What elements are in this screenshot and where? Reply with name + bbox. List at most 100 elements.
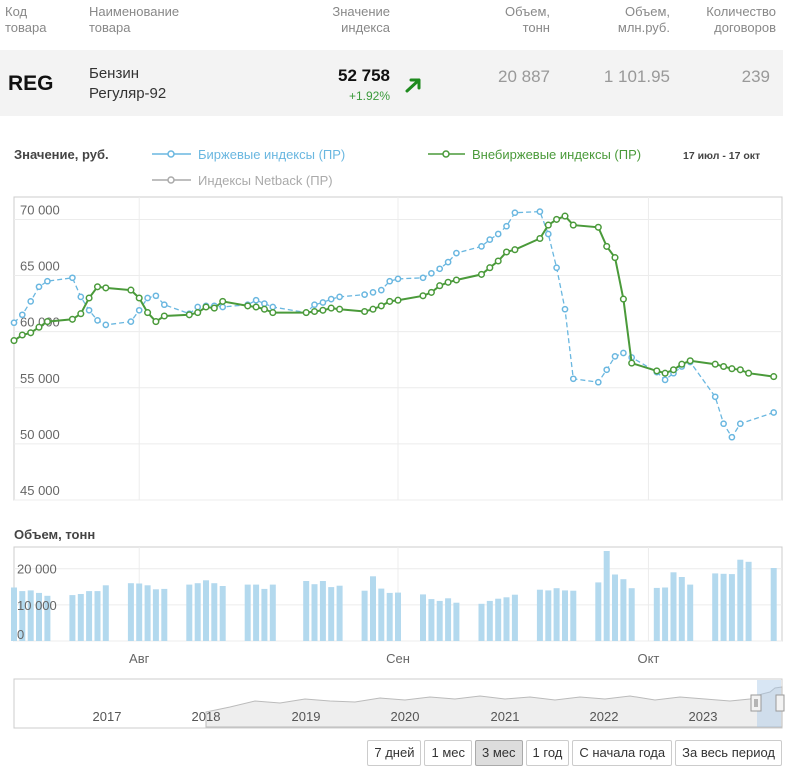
series-0-point[interactable] <box>152 292 160 300</box>
series-1-point[interactable] <box>494 257 502 265</box>
series-1-point[interactable] <box>427 288 435 296</box>
series-0-point[interactable] <box>770 409 778 416</box>
volume-bar[interactable] <box>328 587 335 641</box>
volume-bar[interactable] <box>562 590 568 641</box>
series-0-point[interactable] <box>219 303 227 311</box>
series-0-point[interactable] <box>620 349 627 357</box>
volume-bar[interactable] <box>44 595 51 641</box>
volume-bar[interactable] <box>670 572 677 641</box>
series-0-point[interactable] <box>386 277 394 285</box>
series-1-point[interactable] <box>152 318 160 326</box>
series-0-point[interactable] <box>661 376 669 384</box>
volume-bar[interactable] <box>152 589 159 641</box>
series-0-point[interactable] <box>269 303 277 311</box>
volume-bar[interactable] <box>11 587 17 642</box>
volume-bar[interactable] <box>612 574 618 642</box>
series-1-point[interactable] <box>728 365 736 373</box>
series-1-point[interactable] <box>27 329 35 337</box>
series-1-point[interactable] <box>736 366 744 374</box>
series-0-point[interactable] <box>394 275 402 283</box>
volume-bar[interactable] <box>745 561 752 641</box>
series-1-point[interactable] <box>336 305 344 313</box>
series-1-point[interactable] <box>127 286 135 294</box>
series-1-point[interactable] <box>511 246 519 254</box>
series-0-point[interactable] <box>720 420 727 428</box>
series-1-point[interactable] <box>93 283 102 291</box>
series-1-point[interactable] <box>43 318 51 326</box>
series-1-point[interactable] <box>319 306 327 314</box>
volume-bar[interactable] <box>687 584 694 641</box>
volume-bar[interactable] <box>595 582 602 641</box>
series-0-point[interactable] <box>436 265 444 273</box>
volume-bar[interactable] <box>486 600 493 641</box>
volume-bar[interactable] <box>712 573 719 641</box>
series-0-point[interactable] <box>494 230 502 238</box>
series-0-point[interactable] <box>561 305 569 313</box>
volume-bar[interactable] <box>386 592 393 641</box>
volume-bar[interactable] <box>319 581 326 641</box>
volume-bar[interactable] <box>445 598 452 641</box>
series-1-point[interactable] <box>611 254 619 262</box>
series-0-point[interactable] <box>428 269 435 277</box>
series-1-point[interactable] <box>377 302 385 310</box>
series-1-point[interactable] <box>569 221 577 229</box>
series-0-point[interactable] <box>444 258 452 266</box>
volume-bar[interactable] <box>69 595 76 641</box>
series-1-point[interactable] <box>678 360 686 368</box>
series-1-point[interactable] <box>720 362 728 371</box>
series-1-point[interactable] <box>369 305 377 313</box>
series-1-point[interactable] <box>302 309 310 317</box>
series-1-point[interactable] <box>202 303 210 311</box>
series-0-point[interactable] <box>327 295 335 303</box>
volume-bar[interactable] <box>219 586 226 641</box>
series-1-point[interactable] <box>35 323 43 331</box>
volume-bar[interactable] <box>194 583 201 641</box>
series-0-point[interactable] <box>336 293 343 301</box>
series-0-point[interactable] <box>511 209 519 217</box>
volume-bar[interactable] <box>420 594 426 641</box>
volume-bar[interactable] <box>94 591 101 641</box>
series-0-point[interactable] <box>728 433 736 441</box>
volume-bar[interactable] <box>770 568 777 641</box>
series-0-point[interactable] <box>553 264 560 272</box>
series-0-point[interactable] <box>603 366 611 374</box>
series-1-point[interactable] <box>386 297 394 305</box>
series-1-point[interactable] <box>260 305 268 313</box>
volume-bar[interactable] <box>261 588 268 641</box>
volume-bar[interactable] <box>203 580 209 641</box>
volume-bar[interactable] <box>127 583 134 641</box>
series-1-point[interactable] <box>244 302 252 310</box>
volume-bar[interactable] <box>620 579 627 641</box>
series-1-point[interactable] <box>770 373 778 381</box>
series-1-point[interactable] <box>68 315 76 323</box>
series-1-point[interactable] <box>210 304 218 312</box>
series-1-point[interactable] <box>553 215 561 223</box>
series-0-point[interactable] <box>736 420 744 428</box>
series-0-point[interactable] <box>419 274 427 282</box>
series-0-point[interactable] <box>94 317 101 324</box>
series-0-point[interactable] <box>85 306 93 314</box>
series-0-point[interactable] <box>35 283 43 291</box>
series-1-point[interactable] <box>594 223 602 231</box>
series-1-point[interactable] <box>745 369 753 377</box>
volume-bar[interactable] <box>603 551 610 641</box>
range-all-button[interactable]: За весь период <box>675 740 782 766</box>
volume-bar[interactable] <box>728 574 735 641</box>
series-1-point[interactable] <box>419 292 427 300</box>
volume-bar[interactable] <box>545 590 552 641</box>
series-0-point[interactable] <box>377 286 385 294</box>
series-1-point[interactable] <box>619 295 627 303</box>
series-1-point[interactable] <box>452 276 460 284</box>
series-1-point[interactable] <box>561 212 569 220</box>
series-1-point[interactable] <box>135 294 143 302</box>
volume-bar[interactable] <box>495 598 502 641</box>
series-0-point[interactable] <box>10 319 18 327</box>
volume-bar[interactable] <box>211 583 218 641</box>
series-1-point[interactable] <box>544 221 552 229</box>
volume-bar[interactable] <box>36 592 42 641</box>
series-1-point[interactable] <box>10 337 18 345</box>
navigator-right-handle[interactable] <box>775 694 785 712</box>
series-1-point[interactable] <box>269 309 277 317</box>
range-3-months-button[interactable]: 3 мес <box>475 740 523 766</box>
volume-bar[interactable] <box>144 585 151 641</box>
